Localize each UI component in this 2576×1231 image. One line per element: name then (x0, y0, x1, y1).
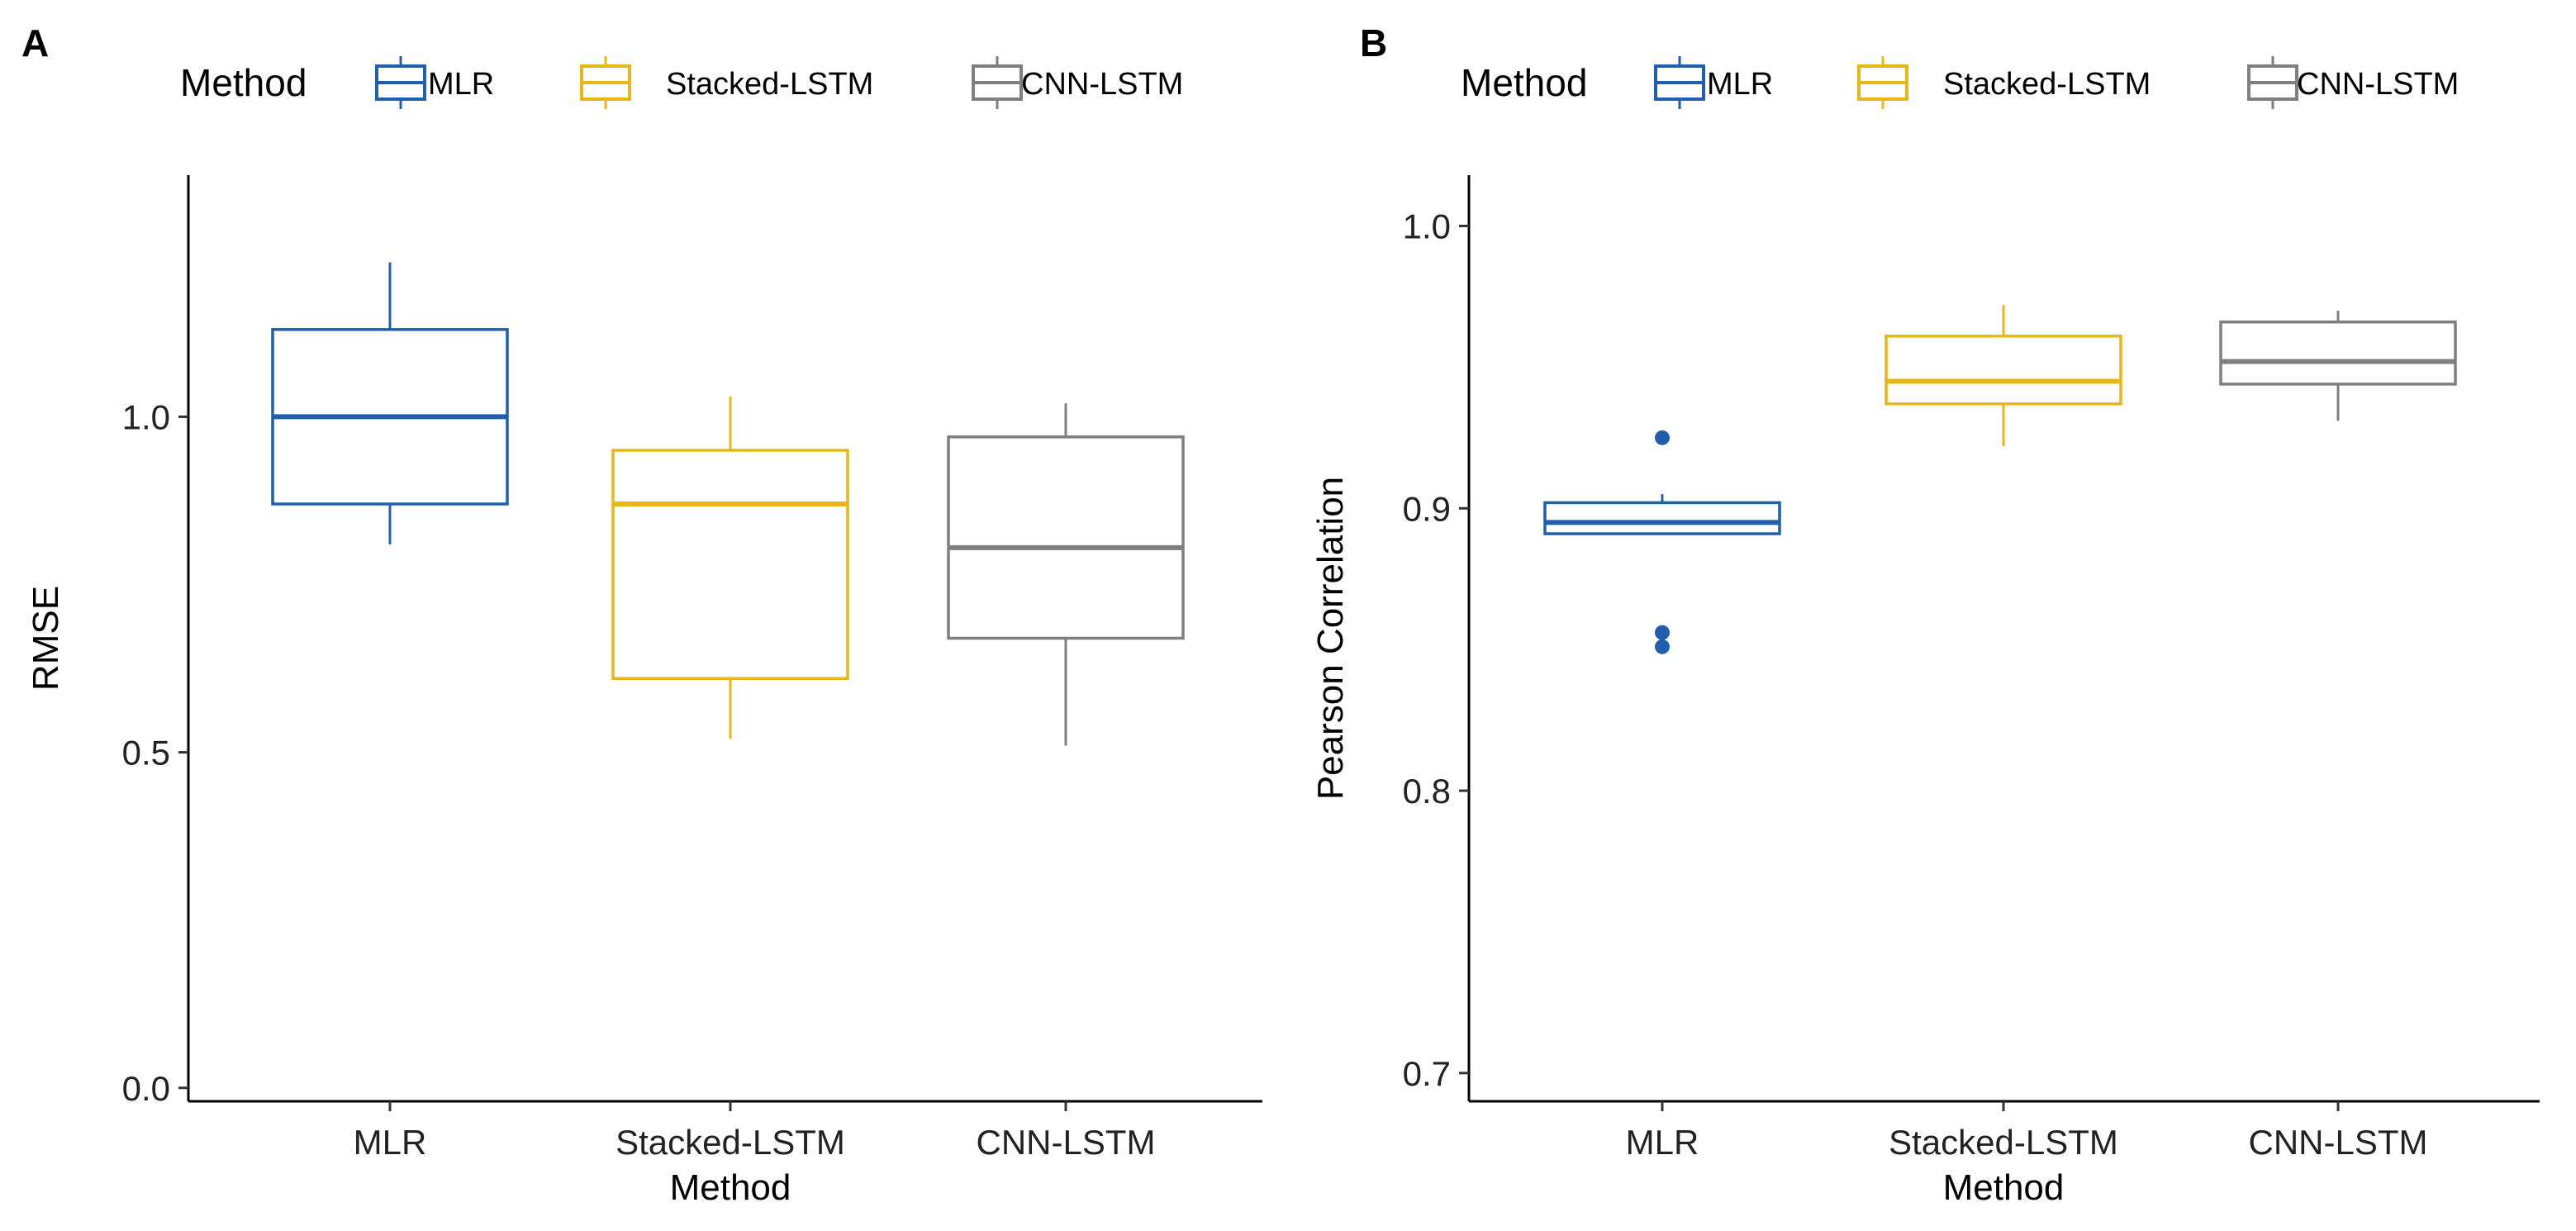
outlier-point (1655, 639, 1670, 654)
legend-cnn-lstm-label: CNN-LSTM (1021, 67, 1183, 102)
panel-letter-b: B (1360, 21, 1387, 64)
panel-b: B Method MLR Stacked-LSTM CNN-LSTM 0.7 0.8 0.9 1… (1310, 21, 2540, 1208)
legend-mlr-label: MLR (428, 67, 494, 102)
iqr-box (947, 435, 1185, 640)
outlier-point (1655, 625, 1670, 640)
box-mlr (1543, 430, 1781, 654)
x-tick-label: MLR (354, 1123, 427, 1162)
y-tick-label: 0.8 (1403, 772, 1451, 810)
y-tick-label: 0.7 (1403, 1054, 1451, 1093)
box-cnn-lstm (2219, 311, 2457, 421)
x-tick-label: Stacked-LSTM (615, 1123, 845, 1162)
y-tick-label: 0.9 (1403, 489, 1451, 528)
y-tick-label: 1.0 (1403, 207, 1451, 246)
legend-title: Method (1461, 61, 1587, 104)
box-stacked-lstm (611, 397, 849, 739)
box-mlr (271, 262, 509, 544)
x-tick-label: Stacked-LSTM (1889, 1123, 2118, 1162)
legend-stacked-lstm-label: Stacked-LSTM (1943, 67, 2151, 102)
iqr-box (1543, 501, 1781, 535)
box-stacked-lstm (1884, 305, 2122, 447)
panel-letter-a: A (21, 21, 49, 64)
box-cnn-lstm (947, 403, 1185, 746)
legend-cnn-lstm-label: CNN-LSTM (2297, 67, 2459, 102)
legend: Method MLR Stacked-LSTM CNN-LSTM (1461, 56, 2459, 109)
iqr-box (611, 449, 849, 680)
legend-mlr-label: MLR (1707, 67, 1773, 102)
y-axis-title: Pearson Correlation (1310, 477, 1351, 800)
x-tick-label: MLR (1626, 1123, 1699, 1162)
iqr-box (1884, 335, 2122, 406)
legend: Method MLR Stacked-LSTM CNN-LSTM (180, 56, 1183, 109)
y-tick-label: 0.0 (122, 1069, 170, 1108)
y-axis-title: RMSE (26, 586, 66, 691)
x-tick-label: CNN-LSTM (977, 1123, 1156, 1162)
legend-title: Method (180, 61, 307, 104)
legend-stacked-lstm-label: Stacked-LSTM (666, 67, 873, 102)
y-tick-label: 0.5 (122, 734, 170, 772)
y-tick-label: 1.0 (122, 397, 170, 436)
x-axis-title: Method (670, 1167, 791, 1208)
panel-a: A Method MLR Stacked-LSTM CNN-LSTM 0.0 0.5 1.0 M… (21, 21, 1262, 1208)
x-axis-title: Method (1943, 1167, 2065, 1208)
x-tick-label: CNN-LSTM (2249, 1123, 2428, 1162)
outlier-point (1655, 430, 1670, 445)
iqr-box (2219, 320, 2457, 386)
